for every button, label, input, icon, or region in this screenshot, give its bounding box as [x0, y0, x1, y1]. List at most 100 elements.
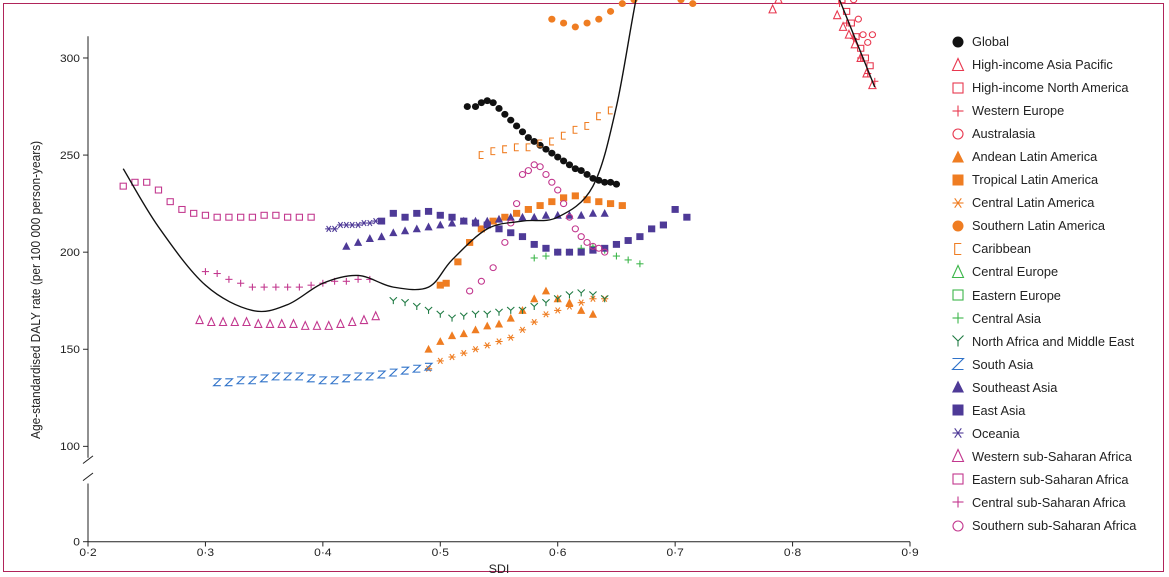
data-point: [542, 171, 550, 178]
data-point: [400, 366, 410, 375]
series-southern-sub-saharan-africa: [465, 161, 609, 295]
legend-marker-icon: [952, 174, 964, 186]
data-point: [242, 316, 251, 327]
data-point: [423, 362, 434, 371]
data-point: [606, 178, 615, 186]
axis-break-mark: [82, 455, 94, 464]
data-point: [571, 225, 579, 233]
data-point: [324, 320, 334, 330]
data-point: [401, 213, 409, 221]
data-point: [524, 134, 532, 142]
data-point: [548, 198, 556, 206]
data-point: [596, 112, 601, 121]
data-point: [225, 213, 233, 221]
legend-label: Central Latin America: [972, 195, 1095, 211]
data-point: [489, 264, 497, 272]
data-point: [589, 295, 597, 302]
x-axis-label: SDI: [489, 562, 510, 576]
legend-marker: [952, 496, 964, 508]
legend-marker-icon: [952, 380, 964, 393]
data-point: [329, 376, 340, 385]
data-point: [212, 378, 223, 387]
data-point: [565, 210, 574, 219]
data-point: [295, 213, 304, 221]
data-point: [541, 286, 551, 295]
data-point: [553, 294, 562, 303]
x-tick-label: 0·5: [432, 546, 450, 559]
data-point: [366, 219, 374, 227]
data-point: [300, 320, 310, 330]
data-point: [495, 105, 503, 112]
series-andean-latin-america: [424, 286, 598, 353]
y-tick-label: 0: [73, 536, 80, 549]
data-point: [365, 234, 374, 243]
data-point: [864, 38, 872, 46]
data-point: [612, 180, 621, 188]
legend-marker: [952, 289, 964, 301]
legend-item-andean-latin-america: Andean Latin America: [950, 145, 1165, 168]
data-point: [624, 237, 632, 244]
data-point: [588, 309, 598, 318]
data-point: [548, 15, 556, 23]
data-point: [583, 238, 591, 246]
data-point: [506, 306, 515, 314]
data-point: [190, 209, 198, 217]
data-point: [477, 225, 485, 233]
data-point: [571, 23, 579, 31]
data-point: [612, 252, 621, 260]
data-point: [554, 307, 562, 314]
series-eastern-sub-saharan-africa: [119, 178, 315, 221]
legend-label: Tropical Latin America: [972, 172, 1099, 188]
series-australasia: [849, 0, 877, 46]
data-point: [868, 31, 877, 39]
data-point: [424, 344, 433, 353]
data-point: [489, 99, 497, 107]
data-point: [565, 303, 574, 310]
data-point: [518, 306, 527, 314]
chart-legend: Global High-income Asia Pacific High-incom…: [950, 30, 1165, 537]
data-point: [306, 374, 317, 383]
data-point: [336, 318, 345, 328]
data-point: [442, 279, 450, 287]
series-central-sub-saharan-africa: [201, 268, 374, 291]
data-point: [595, 198, 603, 206]
data-point: [447, 218, 457, 227]
data-point: [364, 372, 375, 381]
data-point: [559, 200, 568, 208]
legend-item-central-asia: Central Asia: [950, 307, 1165, 330]
data-point: [248, 213, 257, 221]
legend-marker-icon: [952, 289, 964, 301]
data-point: [577, 306, 586, 314]
data-point: [483, 321, 492, 330]
data-point: [854, 15, 862, 23]
data-point: [412, 224, 421, 233]
data-point: [259, 374, 270, 383]
data-point: [588, 291, 597, 299]
data-point: [377, 217, 386, 225]
y-tick-label: 150: [60, 343, 81, 356]
y-tick-label: 100: [60, 440, 81, 453]
data-point: [507, 229, 515, 237]
legend-label: Australasia: [972, 126, 1036, 142]
data-point: [577, 248, 585, 256]
data-point: [295, 283, 303, 291]
data-point: [260, 211, 268, 219]
series-east-asia: [377, 206, 691, 256]
data-point: [512, 200, 521, 208]
data-point: [600, 208, 609, 217]
data-point: [424, 222, 433, 231]
data-point: [436, 357, 444, 365]
legend-marker-icon: [952, 197, 964, 208]
data-point: [541, 210, 551, 219]
legend-label: Oceania: [972, 425, 1020, 441]
data-point: [489, 217, 497, 225]
legend-marker-icon: [952, 312, 964, 324]
data-point: [524, 167, 533, 175]
legend-item-high-income-asia-pacific: High-income Asia Pacific: [950, 53, 1165, 76]
data-point: [424, 306, 433, 314]
data-point: [201, 268, 210, 276]
data-point: [530, 254, 538, 262]
data-point: [542, 311, 550, 318]
legend-label: Caribbean: [972, 241, 1032, 257]
data-point: [601, 178, 609, 186]
